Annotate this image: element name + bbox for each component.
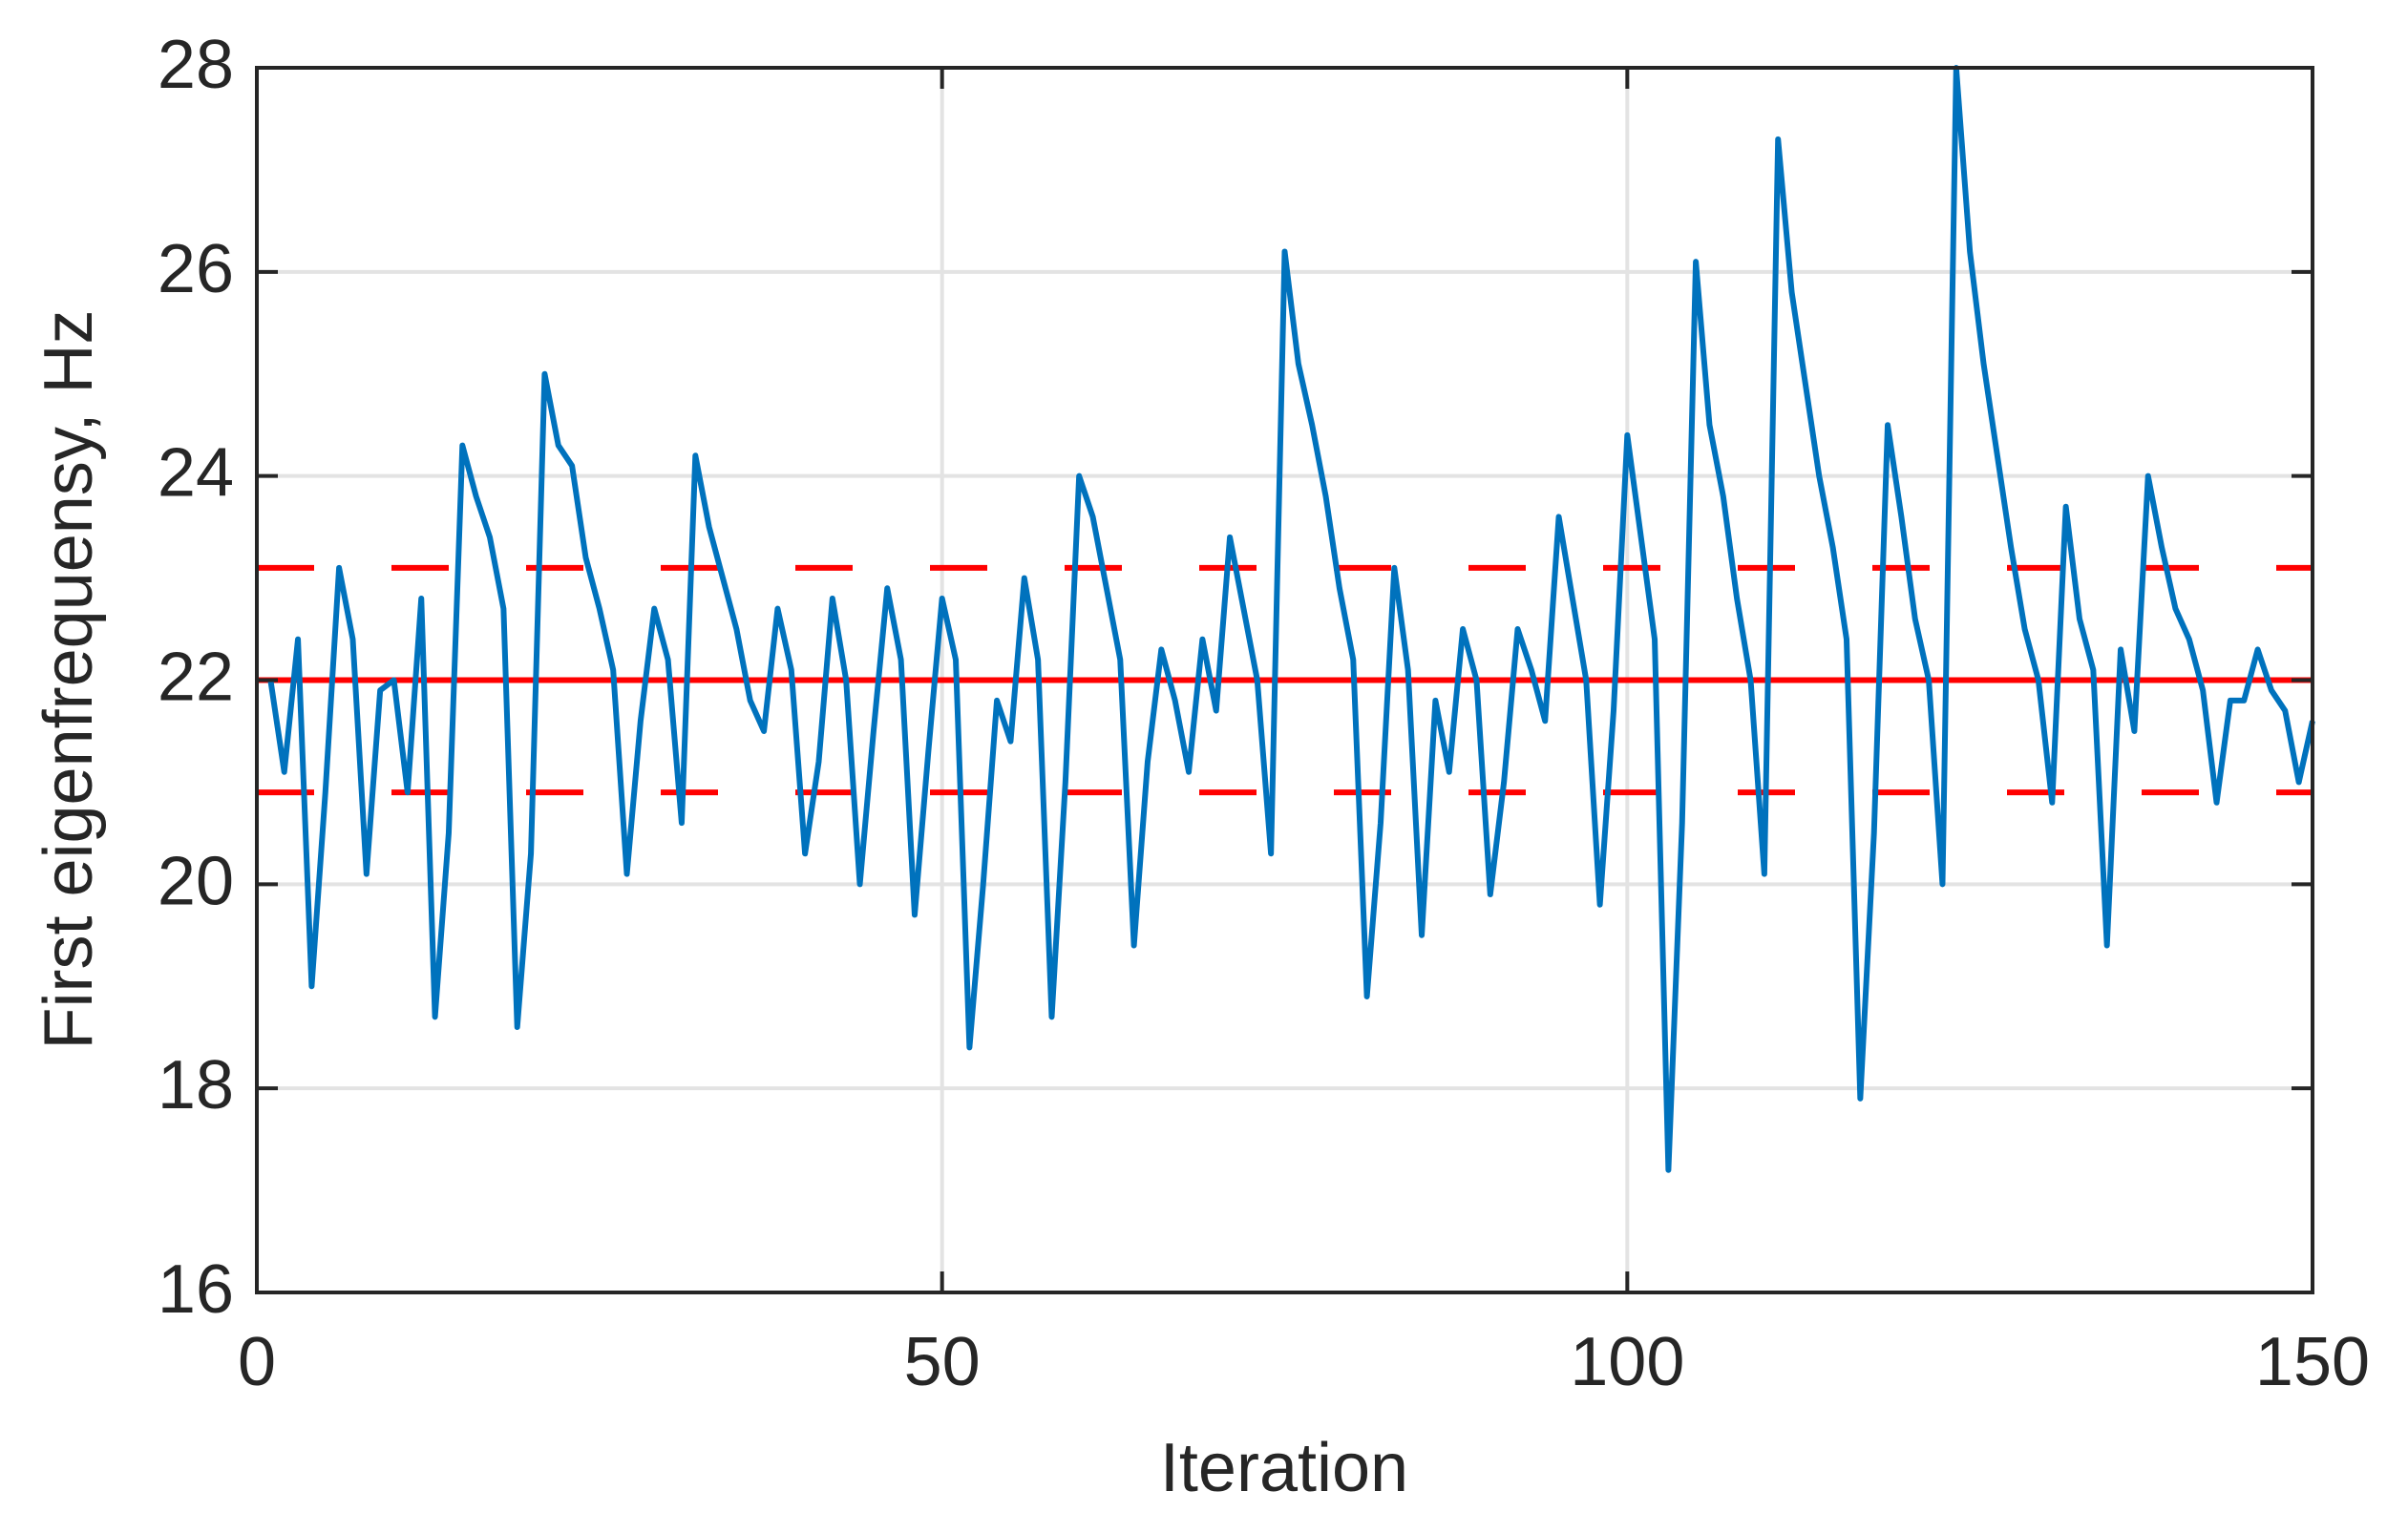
y-tick-label: 16 xyxy=(158,1251,234,1328)
y-tick-label: 22 xyxy=(158,640,234,716)
y-tick-label: 20 xyxy=(158,843,234,919)
x-axis-label: Iteration xyxy=(1160,1430,1408,1506)
x-tick-label: 0 xyxy=(238,1324,276,1400)
y-tick-label: 26 xyxy=(158,231,234,307)
x-tick-label: 150 xyxy=(2255,1324,2370,1400)
y-tick-label: 18 xyxy=(158,1047,234,1124)
y-axis-label: First eigenfrequensy, Hz xyxy=(31,310,107,1050)
data-line xyxy=(267,65,2315,1173)
x-tick-label: 50 xyxy=(904,1324,981,1400)
y-tick-label: 24 xyxy=(158,435,234,512)
x-tick-label: 100 xyxy=(1570,1324,1684,1400)
y-tick-label: 28 xyxy=(158,27,234,103)
